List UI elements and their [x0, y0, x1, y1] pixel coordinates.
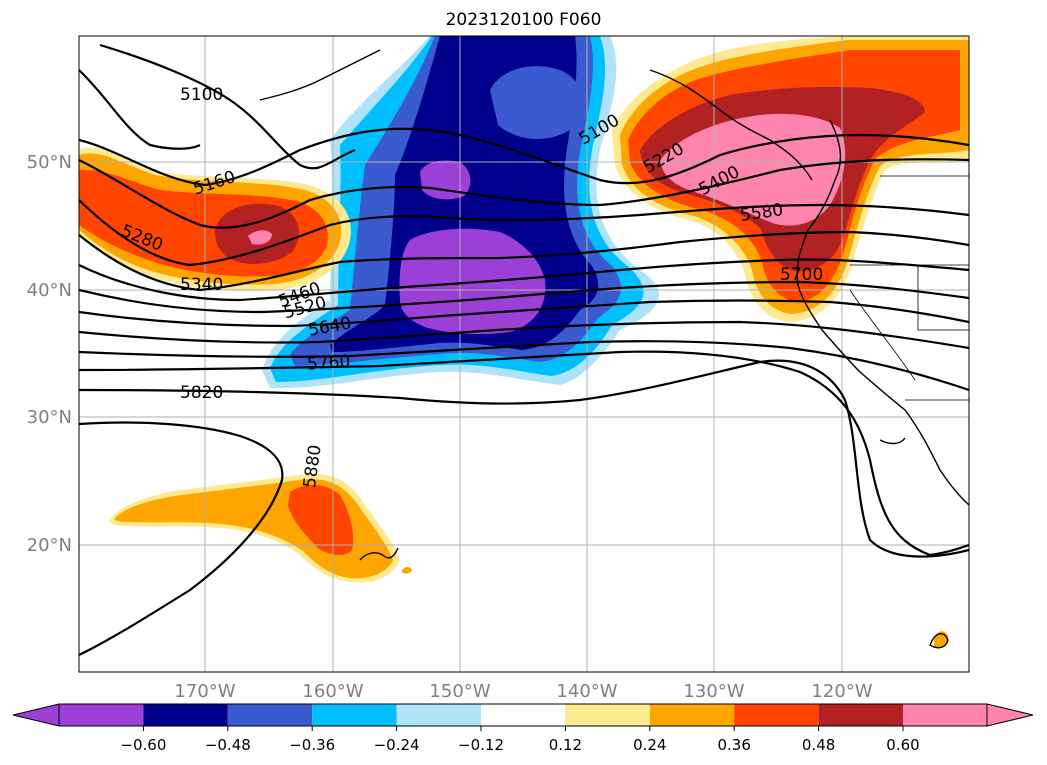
colorbar-segment: [734, 704, 819, 726]
west-positive-pink: [248, 230, 272, 245]
colorbar-tick-label: −0.48: [205, 736, 251, 754]
lat-label-40n: 40°N: [27, 280, 72, 301]
colorbar-low-extension: [12, 703, 60, 727]
height-contours: [79, 43, 969, 656]
colorbar: −0.60 −0.48 −0.36 −0.24 −0.12 0.12 0.24 …: [12, 703, 1034, 754]
ne-positive-pink: [660, 113, 846, 226]
colorbar-segment: [818, 704, 903, 726]
contour-label-5700: 5700: [780, 265, 823, 285]
colorbar-tick-label: −0.60: [120, 736, 166, 754]
colorbar-segment: [59, 704, 144, 726]
contour-label-5100-west: 5100: [180, 85, 223, 105]
map-title: 2023120100 F060: [445, 10, 602, 30]
colorbar-segment: [903, 704, 987, 726]
colorbar-tick-label: −0.12: [458, 736, 504, 754]
negative-anomaly-north-tongue: [490, 66, 583, 140]
lon-label-160w: 160°W: [302, 681, 363, 702]
lat-label-30n: 30°N: [27, 407, 72, 428]
lon-label-150w: 150°W: [429, 681, 490, 702]
coastlines: [259, 49, 969, 649]
contour-label-5760: 5760: [306, 352, 351, 375]
colorbar-tick-label: 0.48: [802, 736, 835, 754]
colorbar-segment: [143, 704, 228, 726]
map-frame: [78, 35, 970, 673]
colorbar-segment: [227, 704, 313, 726]
hawaii-positive-small: [402, 567, 412, 574]
colorbar-tick-label: −0.36: [289, 736, 335, 754]
contour-label-5820: 5820: [180, 383, 223, 403]
colorbar-tick-label: 0.36: [717, 736, 750, 754]
lon-label-120w: 120°W: [811, 681, 872, 702]
colorbar-tick-label: 0.60: [886, 736, 919, 754]
colorbar-tick-label: −0.24: [374, 736, 420, 754]
latitude-labels: 50°N 40°N 30°N 20°N: [27, 152, 72, 556]
lat-label-50n: 50°N: [27, 152, 72, 173]
hawaii-positive-redorange: [288, 484, 354, 556]
colorbar-segment: [649, 704, 735, 726]
colorbar-segment: [481, 704, 566, 726]
colorbar-high-extension: [986, 703, 1034, 727]
colorbar-tick-label: 0.12: [549, 736, 582, 754]
negative-anomaly-purple-north: [420, 160, 471, 200]
colorbar-segment: [396, 704, 481, 726]
colorbar-segment: [312, 704, 397, 726]
lat-label-20n: 20°N: [27, 535, 72, 556]
longitude-labels: 170°W 160°W 150°W 140°W 130°W 120°W: [174, 681, 872, 702]
lon-label-170w: 170°W: [174, 681, 235, 702]
lon-label-140w: 140°W: [556, 681, 617, 702]
lon-label-130w: 130°W: [683, 681, 744, 702]
colorbar-tick-label: 0.24: [633, 736, 666, 754]
contour-label-5340: 5340: [180, 275, 223, 295]
colorbar-segment: [565, 704, 650, 726]
